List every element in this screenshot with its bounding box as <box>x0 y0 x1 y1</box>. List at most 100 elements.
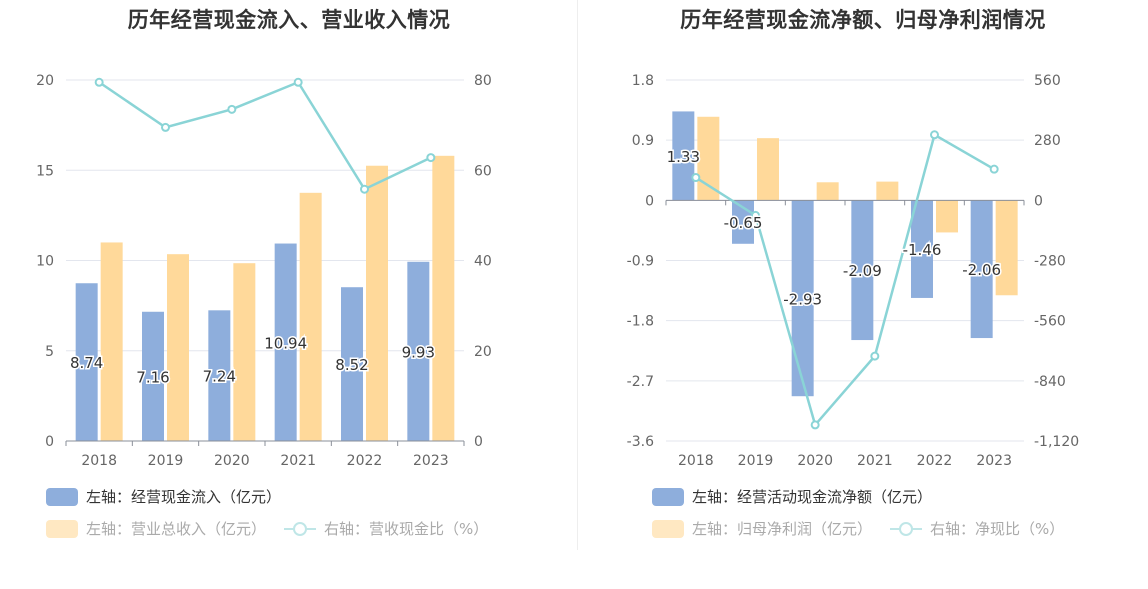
chart-panel-right: 历年经营现金流净额、归母净利润情况 1.8 0.9 0 -0.9 -1.8 -2.7 -3.… <box>578 0 1148 589</box>
legend-row-2: 左轴：归母净利润（亿元） 右轴：净现比（%） <box>652 518 1082 539</box>
legend-label: 左轴：经营现金流入（亿元） <box>86 488 282 506</box>
left-axis-tick-label: 20 <box>36 73 54 89</box>
category-label: 2023 <box>413 453 449 469</box>
category-label: 2019 <box>148 453 184 469</box>
bar-primary <box>341 287 363 441</box>
legend-swatch-bar <box>46 519 78 538</box>
bar-primary <box>851 200 874 341</box>
left-axis-tick-label: 0 <box>45 434 54 450</box>
right-axis-tick-label: -840 <box>1034 374 1066 390</box>
ratio-line-point <box>751 210 760 220</box>
ratio-line-point <box>810 420 820 430</box>
category-label: 2021 <box>857 453 893 469</box>
left-axis-tick-label: -0.9 <box>627 254 654 270</box>
ratio-line-point <box>930 130 939 140</box>
right-axis-tick-label: 40 <box>474 254 492 270</box>
left-axis-tick-label: -3.6 <box>627 434 654 450</box>
legend-label: 右轴：营收现金比（%） <box>324 520 489 538</box>
bar-primary <box>791 200 814 397</box>
legend-label: 左轴：经营活动现金流净额（亿元） <box>692 488 933 506</box>
legend-item-net-cash[interactable]: 左轴：经营活动现金流净额（亿元） <box>652 486 932 507</box>
ratio-line <box>695 132 995 428</box>
ratio-line-point <box>293 77 303 87</box>
chart-plot-right: 1.8 0.9 0 -0.9 -1.8 -2.7 -3.6 560 280 0 -280 -560 -8… <box>627 73 1079 469</box>
bar-primary <box>274 243 297 441</box>
chart-title: 历年经营现金流净额、归母净利润情况 <box>680 8 1046 32</box>
legend-label: 左轴：归母净利润（亿元） <box>692 520 873 538</box>
chart-panel-left: 历年经营现金流入、营业收入情况 0 5 10 15 20 0 20 40 60 80 2018 201… <box>36 8 506 539</box>
bar-data-label: -2.09 <box>843 262 882 280</box>
bar-data-label: -1.46 <box>903 241 942 259</box>
right-axis-tick-label: -560 <box>1034 314 1066 330</box>
category-label: 2018 <box>678 453 714 469</box>
ratio-line-point <box>426 153 436 163</box>
bar-data-label: 10.94 <box>264 334 307 352</box>
bar-data-label: 1.33 <box>667 148 700 166</box>
bar-secondary <box>936 200 958 233</box>
right-axis-tick-label: 280 <box>1034 133 1061 149</box>
bar-primary <box>911 200 933 298</box>
legend-item-net-ratio[interactable]: 右轴：净现比（%） <box>890 518 1064 539</box>
right-axis-tick-label: 0 <box>474 434 483 450</box>
category-label: 2018 <box>81 453 117 469</box>
category-label: 2020 <box>797 453 833 469</box>
right-axis-tick-label: -280 <box>1034 254 1066 270</box>
left-axis-tick-label: -2.7 <box>627 374 654 390</box>
legend-item-net-profit[interactable]: 左轴：归母净利润（亿元） <box>652 518 872 539</box>
legend-item-revenue[interactable]: 左轴：营业总收入（亿元） <box>46 518 266 539</box>
bar-secondary <box>233 263 256 441</box>
right-axis-tick-label: 60 <box>474 163 492 179</box>
left-axis-tick-label: 0 <box>645 193 654 209</box>
bar-secondary <box>100 242 123 441</box>
bar-primary <box>672 111 695 201</box>
ratio-line <box>98 80 432 191</box>
legend-label: 右轴：净现比（%） <box>930 520 1065 538</box>
legend-swatch-line <box>284 520 317 538</box>
left-axis-tick-label: 0.9 <box>632 133 654 149</box>
chart-title: 历年经营现金流入、营业收入情况 <box>127 8 451 32</box>
ratio-line-point <box>94 77 104 87</box>
bar-secondary <box>876 181 899 201</box>
bar-data-label: 8.52 <box>335 356 368 374</box>
category-label: 2019 <box>738 453 774 469</box>
right-axis-tick-label: 80 <box>474 73 492 89</box>
bar-primary <box>142 311 164 441</box>
bar-data-label: 7.24 <box>203 368 236 386</box>
ratio-line-point <box>870 351 880 361</box>
bar-primary <box>970 200 993 339</box>
bar-secondary <box>432 155 455 441</box>
bar-secondary <box>366 165 388 442</box>
legend-item-cash-inflow[interactable]: 左轴：经营现金流入（亿元） <box>46 486 281 507</box>
ratio-line-point <box>989 164 999 174</box>
bar-secondary <box>697 116 720 201</box>
bar-data-label: -2.93 <box>783 290 822 308</box>
panel-divider <box>577 0 578 550</box>
legend-row-1: 左轴：经营活动现金流净额（亿元） <box>652 486 950 507</box>
left-axis-tick-label: 5 <box>45 344 54 360</box>
bar-secondary <box>816 182 839 201</box>
bar-secondary <box>167 254 189 441</box>
bar-secondary <box>995 200 1018 296</box>
legend-row-2: 左轴：营业总收入（亿元） 右轴：营收现金比（%） <box>46 518 506 539</box>
bar-data-label: 8.74 <box>70 354 103 372</box>
right-axis-tick-label: -1,120 <box>1034 434 1079 450</box>
right-axis-tick-label: 560 <box>1034 73 1061 89</box>
legend-swatch-line <box>890 520 923 538</box>
left-axis-tick-label: 10 <box>36 254 54 270</box>
category-label: 2021 <box>280 453 316 469</box>
category-label: 2023 <box>976 453 1012 469</box>
legend-swatch-bar <box>46 487 78 506</box>
right-axis-tick-label: 20 <box>474 344 492 360</box>
right-axis-tick-label: 0 <box>1034 193 1043 209</box>
bar-primary <box>75 283 98 441</box>
ratio-line-point <box>161 122 170 132</box>
bar-secondary <box>299 192 322 441</box>
bar-secondary <box>757 138 779 201</box>
category-label: 2020 <box>214 453 250 469</box>
bar-data-label: -0.65 <box>724 214 763 232</box>
ratio-line-point <box>691 173 701 183</box>
ratio-line-point <box>227 104 237 114</box>
legend-item-ratio[interactable]: 右轴：营收现金比（%） <box>284 518 488 539</box>
category-label: 2022 <box>347 453 383 469</box>
category-label: 2022 <box>917 453 953 469</box>
